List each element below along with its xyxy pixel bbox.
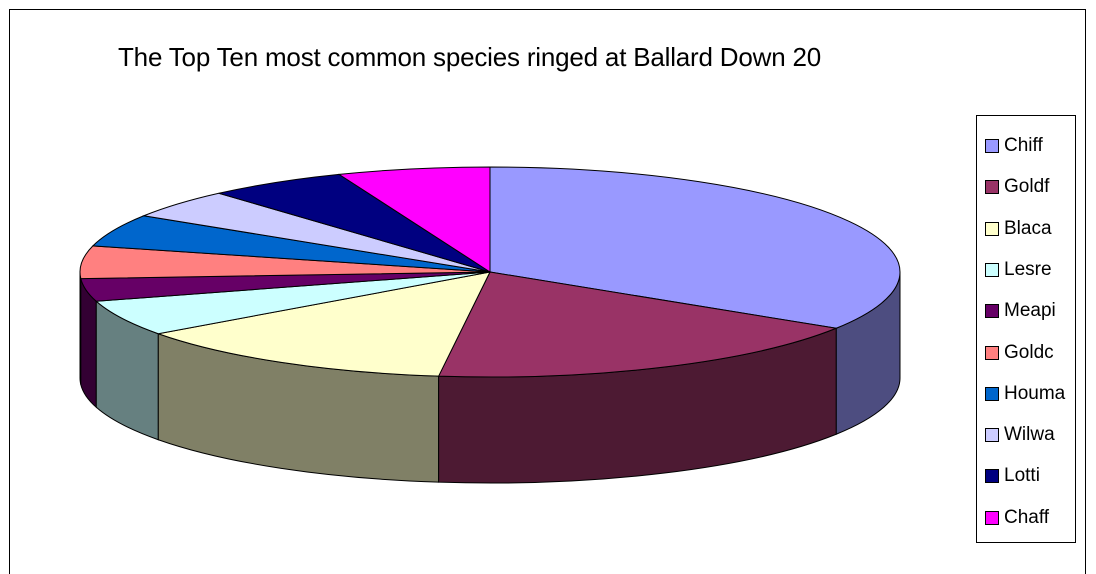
legend-label: Houma xyxy=(1004,382,1066,404)
slice-chaff xyxy=(337,166,491,273)
slice-chiff xyxy=(489,166,901,329)
legend-swatch xyxy=(985,139,999,153)
pie-slices xyxy=(79,166,901,378)
legend-label: Chiff xyxy=(1004,135,1043,156)
legend-item-chiff: Chiff xyxy=(985,134,1043,158)
legend-label: Blaca xyxy=(1004,217,1052,239)
legend-item-lesre: Lesre xyxy=(985,258,1052,282)
legend-label: Lesre xyxy=(1004,258,1052,280)
legend-label: Lotti xyxy=(1004,465,1040,487)
legend-item-houma: Houma xyxy=(985,382,1065,406)
slice-goldf xyxy=(437,271,839,378)
legend-swatch xyxy=(985,262,999,277)
slice-lotti xyxy=(218,173,491,273)
legend: Chiff Goldf Blaca Lesre Meapi Goldc Houma Wilwa… xyxy=(976,115,1076,543)
legend-item-lotti: Lotti xyxy=(985,464,1040,488)
legend-swatch xyxy=(985,469,999,484)
legend-swatch xyxy=(985,221,999,236)
legend-item-blaca: Blaca xyxy=(985,217,1052,241)
legend-swatch xyxy=(985,345,999,360)
legend-item-goldc: Goldc xyxy=(985,341,1054,365)
legend-item-goldf: Goldf xyxy=(985,175,1049,199)
legend-swatch xyxy=(985,304,999,319)
legend-label: Meapi xyxy=(1004,300,1056,322)
legend-label: Chaff xyxy=(1004,506,1050,528)
legend-label: Goldf xyxy=(1004,176,1050,198)
chart-area xyxy=(9,9,1086,574)
legend-label: Goldc xyxy=(1004,341,1054,363)
chart-title: The Top Ten most common species ringed a… xyxy=(118,42,822,72)
legend-swatch xyxy=(985,428,999,443)
legend-swatch xyxy=(985,510,999,525)
legend-item-meapi: Meapi xyxy=(985,299,1056,323)
pie-sides xyxy=(79,271,901,484)
legend-swatch xyxy=(985,386,999,401)
legend-swatch xyxy=(985,180,999,195)
legend-item-chaff: Chaff xyxy=(985,506,1049,530)
legend-item-wilwa: Wilwa xyxy=(985,423,1055,447)
slice-blaca xyxy=(156,271,491,377)
slice-lesre xyxy=(95,271,491,335)
legend-label: Wilwa xyxy=(1004,424,1055,446)
